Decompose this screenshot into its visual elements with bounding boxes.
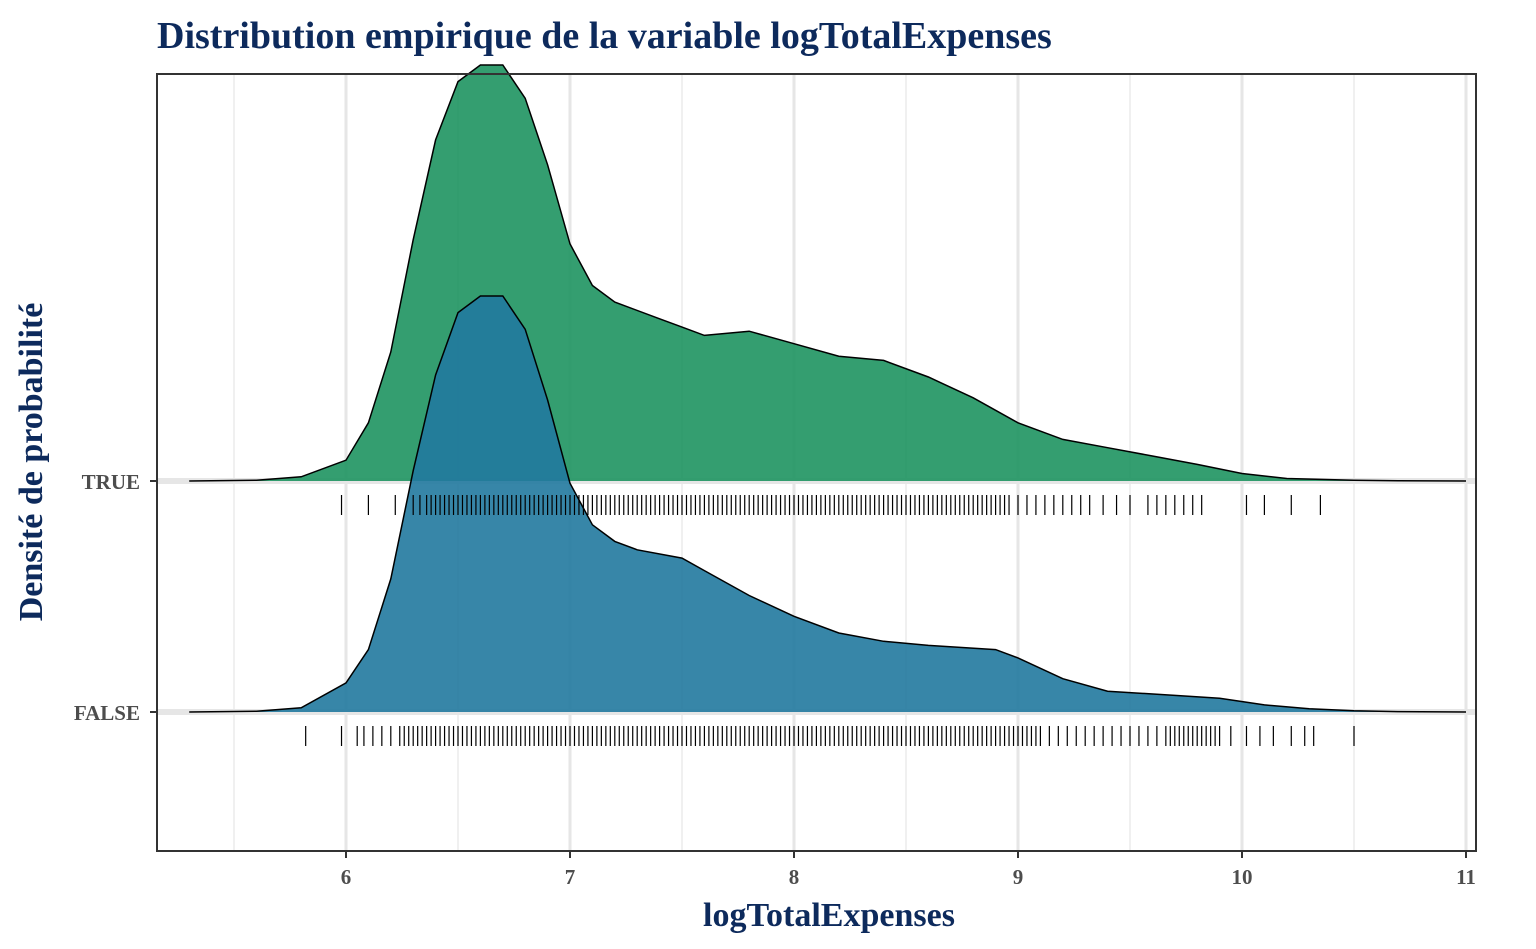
rug-marks [305,495,1355,746]
y-tick-label-false: FALSE [74,701,140,725]
x-tick-label: 6 [341,865,352,889]
y-axis-ticks: FALSE TRUE [74,470,157,725]
density-line-false [189,295,1467,713]
x-axis-title: logTotalExpenses [703,897,955,934]
panel-border [156,73,1477,852]
x-tick-label: 8 [789,865,800,889]
x-tick-label: 10 [1232,865,1253,889]
density-ridges [189,64,1467,713]
y-tick-label-true: TRUE [82,470,140,494]
x-axis-ticks: 6 7 8 9 10 11 [341,851,1476,889]
density-area-true [189,65,1467,481]
x-tick-label: 11 [1456,865,1476,889]
x-tick-label: 9 [1013,865,1024,889]
density-line-true [189,64,1467,482]
density-area-false [189,296,1467,712]
chart-title: Distribution empirique de la variable lo… [157,15,1052,57]
y-axis-title: Densité de probabilité [13,303,50,622]
x-tick-label: 7 [565,865,576,889]
